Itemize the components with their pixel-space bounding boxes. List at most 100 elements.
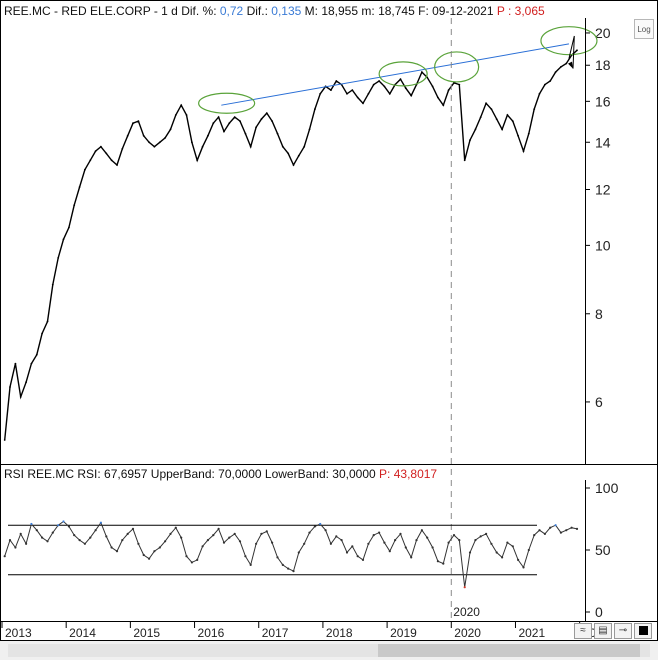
price-point: [271, 120, 273, 122]
rsi-title: RSI REE.MC: [4, 467, 75, 481]
rsi-point: [185, 555, 188, 558]
price-point: [330, 89, 332, 91]
y-tick-label-0: 20: [595, 25, 611, 41]
rsi-point: [426, 536, 429, 539]
price-point: [196, 159, 199, 162]
price-point: [62, 238, 65, 241]
x-tick-label-7: 2020: [454, 626, 481, 640]
horizontal-scrollbar[interactable]: [0, 641, 658, 660]
price-point: [533, 108, 536, 110]
dif-pct-label: Dif. %:: [181, 4, 217, 18]
rsi-point: [458, 539, 461, 542]
rsi-point: [228, 536, 231, 539]
price-point: [223, 130, 225, 133]
price-point: [447, 89, 450, 91]
price-point: [335, 80, 338, 82]
rsi-point: [501, 556, 504, 559]
price-point: [25, 381, 27, 384]
rsi-point: [180, 536, 183, 539]
price-point: [121, 148, 124, 150]
rsi-point: [356, 555, 359, 558]
y-tick-label-5: 10: [595, 237, 611, 253]
price-point: [554, 71, 557, 73]
save-icon[interactable]: ▤: [594, 623, 612, 639]
rsi-point: [468, 551, 472, 554]
color-swatch-icon[interactable]: [634, 623, 652, 639]
arrow-head: [568, 61, 573, 69]
rsi-point: [308, 531, 311, 534]
max-value: 18,955: [321, 4, 359, 18]
peak-ellipse-2: [434, 51, 480, 83]
price-point: [180, 104, 183, 107]
price-line: [4, 49, 578, 441]
lower-band-value: 30,0000: [332, 467, 376, 481]
pin-icon[interactable]: ⊸: [614, 623, 632, 639]
log-scale-button[interactable]: Log: [634, 19, 654, 39]
x-tick-label-0: 2013: [5, 626, 32, 640]
date-value: 09-12-2021: [432, 4, 494, 18]
price-point: [314, 108, 316, 110]
rsi-point: [94, 529, 97, 532]
price-point: [378, 80, 380, 82]
wave-icon[interactable]: ≈: [574, 623, 592, 639]
price-point: [46, 320, 49, 323]
price-point: [153, 145, 156, 148]
price-point: [94, 150, 97, 153]
rsi-point: [105, 535, 108, 538]
dif-value: 0,135: [271, 4, 302, 18]
price-point: [142, 134, 145, 137]
rsi-point: [367, 542, 370, 545]
rsi-p-label: P:: [379, 467, 391, 481]
rsi-point: [463, 586, 466, 589]
price-point: [281, 145, 284, 148]
scrollbar-thumb[interactable]: [378, 644, 640, 657]
rsi-point: [249, 563, 252, 567]
rsi-point: [281, 563, 284, 567]
p-value: 3,065: [514, 4, 545, 18]
chart-toolbar: ≈ ▤ ⊸: [574, 623, 656, 640]
rsi-point: [485, 532, 488, 536]
peak-ellipse-0: [198, 92, 256, 114]
rsi-point: [399, 532, 402, 536]
upper-band-label: UpperBand:: [150, 467, 215, 481]
rsi-point: [506, 541, 509, 544]
price-point: [292, 164, 295, 166]
peak-ellipse-3: [540, 26, 598, 56]
price-point: [14, 362, 17, 365]
rsi-panel: 100 50 0 2020: [3, 480, 619, 620]
rsi-point: [115, 550, 119, 553]
price-point: [233, 116, 236, 118]
price-point: [463, 159, 466, 162]
rsi-point: [431, 546, 434, 549]
projection-arrow: [568, 35, 575, 69]
price-point: [116, 164, 118, 166]
price-point: [522, 150, 525, 153]
price-point: [100, 145, 102, 148]
y-tick-label-3: 14: [595, 134, 611, 150]
rsi-point: [89, 536, 92, 539]
price-point: [469, 139, 471, 142]
price-point: [158, 141, 161, 144]
price-point: [565, 62, 568, 65]
x-tick-label-6: 2019: [390, 626, 417, 640]
rsi-line: [4, 520, 578, 588]
price-point: [544, 83, 546, 86]
price-point: [297, 154, 300, 157]
rsi-point: [479, 535, 482, 538]
rsi-point: [324, 529, 327, 532]
rsi-point: [255, 542, 258, 545]
rsi-point: [244, 555, 247, 558]
price-point: [527, 132, 530, 135]
rsi-point: [329, 542, 332, 545]
p-label: P :: [496, 4, 512, 18]
rsi-point: [62, 520, 65, 523]
rsi-point: [19, 532, 22, 536]
price-point: [260, 118, 263, 120]
rsi-point: [522, 566, 525, 569]
rsi-point: [142, 553, 145, 557]
rsi-header: RSI REE.MC RSI: 67,6957 UpperBand: 70,00…: [4, 467, 437, 481]
rsi-point: [554, 524, 557, 527]
price-point: [148, 141, 151, 144]
price-point: [431, 85, 434, 88]
rsi-point: [201, 545, 204, 548]
